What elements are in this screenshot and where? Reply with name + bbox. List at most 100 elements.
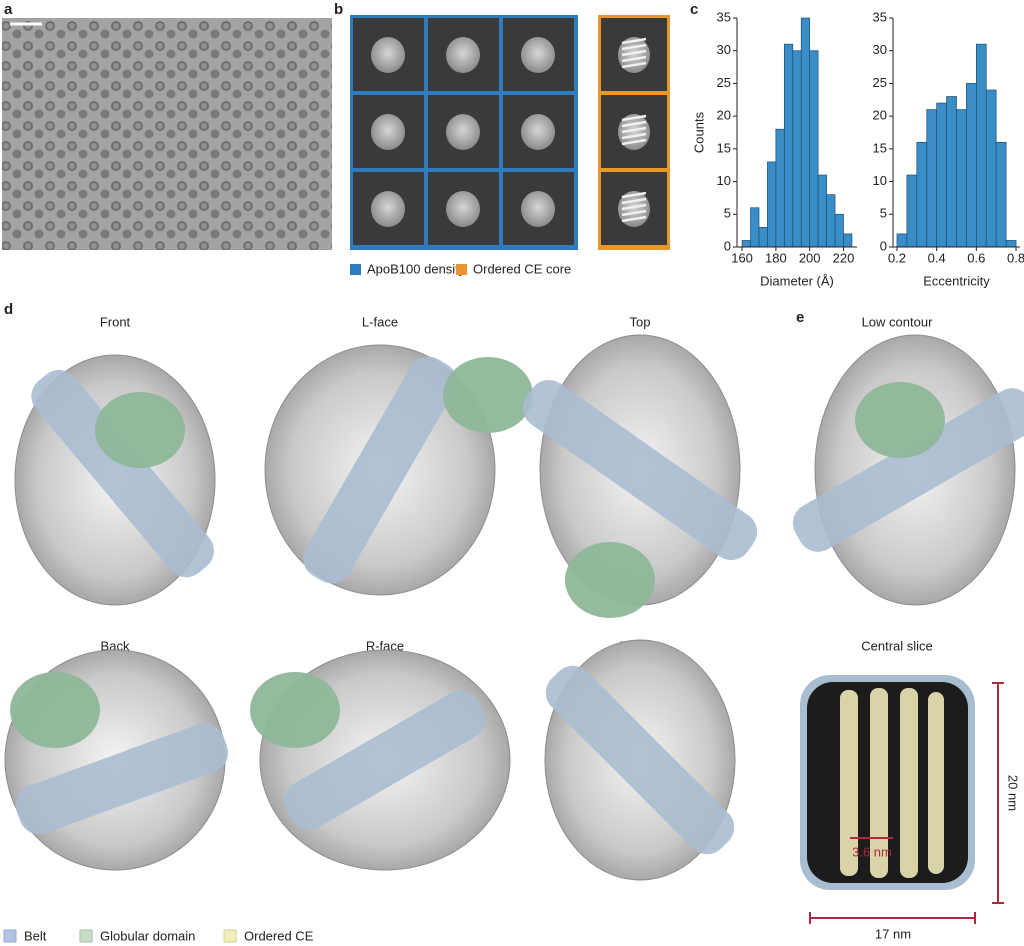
belt [792, 388, 1024, 552]
class-blob [446, 114, 480, 150]
class-stripe [621, 37, 647, 45]
legend-label: Ordered CE core [473, 261, 571, 276]
y-axis-label: Counts [691, 111, 706, 153]
x-tick-label: 200 [799, 250, 821, 265]
class-stripe [621, 61, 647, 69]
central-slice [800, 675, 975, 890]
y-tick-label: 0 [724, 238, 731, 253]
globular-domain [95, 392, 185, 468]
view-label: Back [101, 638, 130, 653]
belt [522, 379, 758, 561]
belt [31, 369, 214, 578]
class-stripe [621, 132, 647, 140]
y-tick-label: 25 [873, 75, 887, 90]
x-tick-label: 0.8 [1007, 250, 1024, 265]
measurement: 3.6 nm [852, 844, 892, 859]
bar [956, 109, 967, 248]
bar [834, 213, 844, 248]
bar [792, 50, 802, 248]
bar [906, 174, 918, 248]
bar [936, 102, 947, 248]
class-blob [521, 37, 555, 73]
y-tick-label: 30 [873, 42, 887, 57]
y-tick-label: 0 [880, 238, 887, 253]
bar [809, 50, 819, 248]
class-blob [371, 191, 405, 227]
globular-domain [10, 672, 100, 748]
bar [826, 194, 836, 248]
view-label: Top [630, 314, 651, 329]
class-stripe [621, 120, 647, 128]
class-stripe [621, 49, 647, 57]
legend-label: ApoB100 density [367, 261, 466, 276]
bar [817, 174, 827, 248]
class-stripe [621, 138, 647, 146]
bar [775, 128, 785, 248]
class-blob [446, 191, 480, 227]
class-stripe [621, 114, 647, 122]
y-tick-label: 15 [873, 140, 887, 155]
legend-swatch [456, 264, 467, 275]
view-label: R-face [366, 638, 404, 653]
x-axis-label: Eccentricity [923, 273, 990, 288]
bar [985, 89, 997, 248]
class-stripe [621, 126, 647, 134]
globular-domain [250, 672, 340, 748]
y-tick-label: 10 [873, 173, 887, 188]
view-label: Low contour [862, 314, 933, 329]
class-blob [446, 37, 480, 73]
legend-swatch [350, 264, 361, 275]
bar [1005, 240, 1017, 248]
y-tick-label: 5 [724, 206, 731, 221]
bar [916, 141, 928, 248]
class-blob [521, 191, 555, 227]
measurement: 20 nm [1006, 775, 1021, 811]
micrograph [2, 18, 332, 250]
bar [946, 96, 957, 248]
bar [966, 83, 977, 248]
class-averages [350, 15, 670, 250]
class-blob [371, 37, 405, 73]
y-tick-label: 20 [873, 108, 887, 123]
legend-label: Belt [24, 928, 47, 943]
legend-label: Ordered CE [244, 928, 314, 943]
bar [975, 43, 987, 248]
class-stripe [621, 215, 647, 223]
belt [284, 690, 486, 830]
bar [995, 141, 1007, 248]
x-tick-label: 0.6 [967, 250, 985, 265]
bar [926, 109, 938, 248]
bar [750, 207, 760, 248]
class-stripe [621, 209, 647, 217]
y-tick-label: 25 [717, 75, 731, 90]
bar [896, 233, 908, 248]
class-blob [521, 114, 555, 150]
globular-domain [443, 357, 533, 433]
globular-domain [855, 382, 945, 458]
panel-label: b [334, 1, 343, 18]
bar [800, 17, 811, 248]
panel-label: c [690, 1, 698, 18]
panel-label: d [4, 301, 13, 318]
y-tick-label: 35 [717, 9, 731, 24]
view-label: Central slice [861, 638, 933, 653]
y-tick-label: 10 [717, 173, 731, 188]
panel-label: a [4, 1, 13, 18]
y-tick-label: 30 [717, 42, 731, 57]
y-tick-label: 20 [717, 108, 731, 123]
belt [303, 356, 457, 584]
bar [741, 240, 751, 248]
class-stripe [621, 197, 647, 205]
y-tick-label: 5 [880, 206, 887, 221]
x-tick-label: 0.4 [928, 250, 946, 265]
y-tick-label: 15 [717, 140, 731, 155]
view-label: Front [100, 314, 131, 329]
density-maps [4, 334, 1024, 881]
x-tick-label: 0.2 [888, 250, 906, 265]
legend-label: Globular domain [100, 928, 195, 943]
class-stripe [621, 203, 647, 211]
view-label: L-face [362, 314, 398, 329]
class-stripe [621, 191, 647, 199]
class-stripe [621, 43, 647, 51]
legend-swatch [3, 929, 17, 943]
